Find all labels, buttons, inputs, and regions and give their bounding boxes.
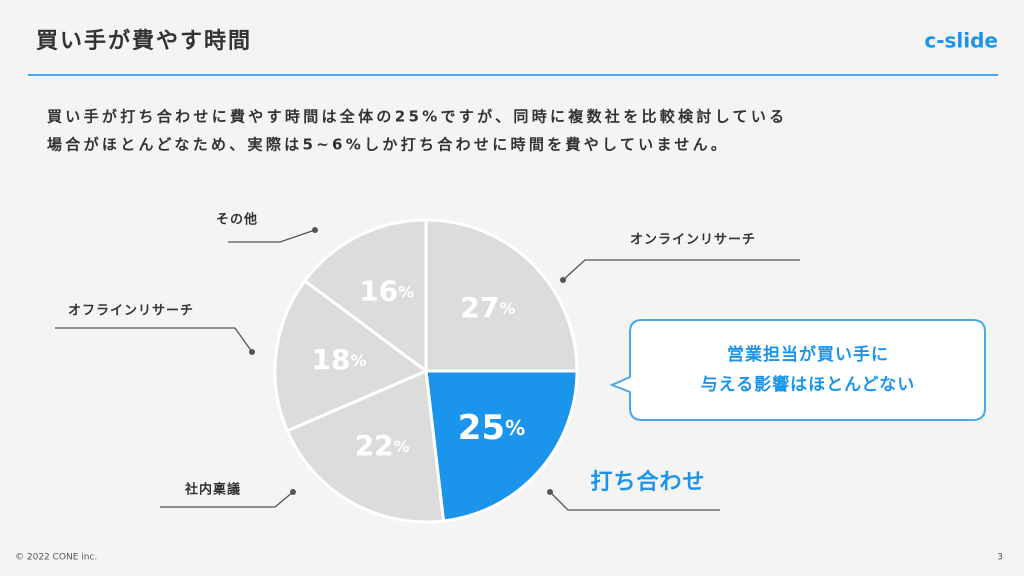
value-label: 22% — [355, 429, 410, 462]
leader-dot — [547, 489, 553, 495]
category-label: オンラインリサーチ — [630, 233, 756, 248]
callout: 営業担当が買い手に 与える影響はほとんどない — [609, 319, 986, 421]
callout-box — [609, 319, 986, 421]
pie-slice — [424, 369, 579, 523]
category-label: 打ち合わせ — [590, 469, 705, 495]
leader-line — [228, 229, 316, 243]
value-label: 25% — [458, 408, 525, 448]
description-line: 場合がほとんどなため、実際は5~6%しか打ち合わせに時間を費やしていません。 — [47, 136, 729, 154]
leader-line — [160, 491, 294, 508]
leader-line — [55, 327, 253, 353]
category-label: オフラインリサーチ — [68, 304, 194, 319]
leader-dot — [290, 489, 296, 495]
pie-slice — [424, 218, 579, 373]
leader-dot — [312, 227, 318, 233]
leader-dot — [249, 349, 255, 355]
value-label: 16% — [359, 275, 414, 308]
callout-text: 営業担当が買い手に — [727, 344, 889, 365]
leader-dot — [560, 277, 566, 283]
leader-line — [549, 491, 720, 511]
slide-title: 買い手が費やす時間 — [36, 28, 252, 54]
pie-slice — [273, 278, 429, 433]
leader-line — [562, 259, 800, 281]
category-label: その他 — [216, 212, 258, 228]
category-label: 社内稟議 — [184, 482, 241, 498]
logo: c-slide — [924, 29, 998, 53]
callout-text: 与える影響はほとんどない — [701, 374, 916, 395]
copyright: © 2022 CONE inc. — [15, 553, 97, 563]
value-label: 27% — [460, 291, 515, 324]
pie-slice — [302, 218, 428, 374]
description-line: 買い手が打ち合わせに費やす時間は全体の25%ですが、同時に複数社を比較検討してい… — [47, 108, 787, 126]
pie-slice — [285, 368, 446, 524]
value-label: 18% — [312, 343, 367, 376]
page-number: 3 — [997, 553, 1003, 563]
